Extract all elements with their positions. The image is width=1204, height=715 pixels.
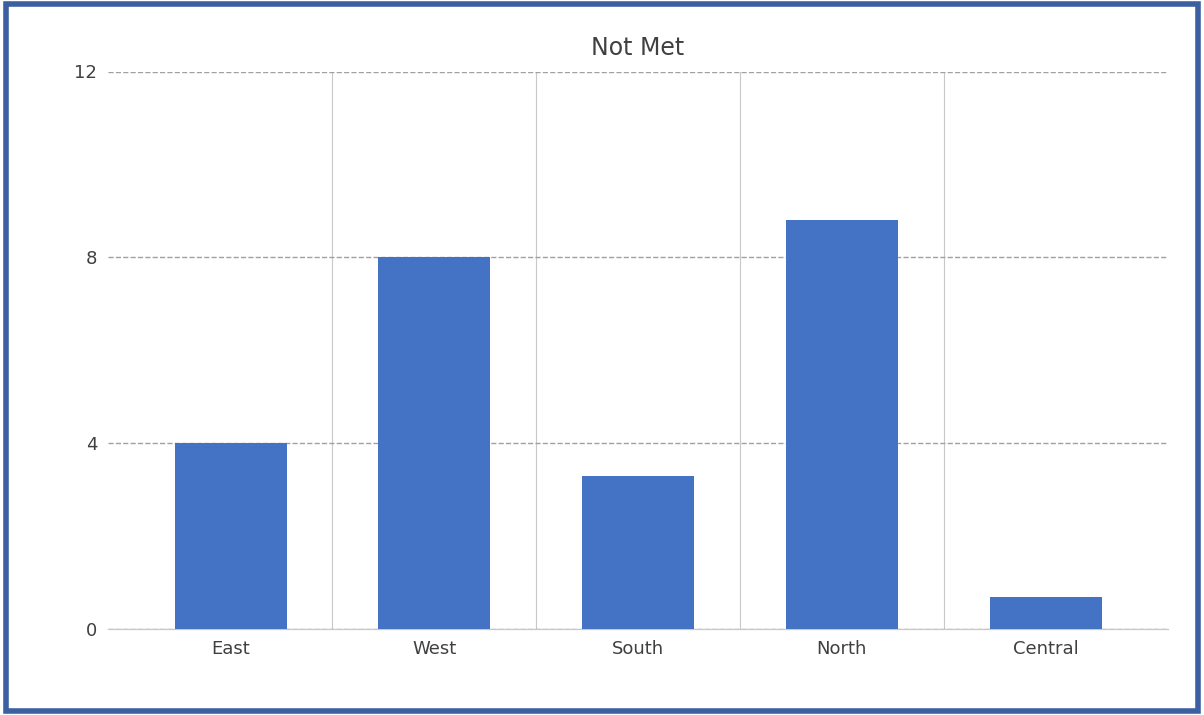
Bar [990, 596, 1102, 629]
Bar [582, 476, 695, 629]
Title: Not Met: Not Met [591, 36, 685, 60]
Bar [786, 220, 898, 629]
Bar [175, 443, 287, 629]
Bar [378, 257, 490, 629]
